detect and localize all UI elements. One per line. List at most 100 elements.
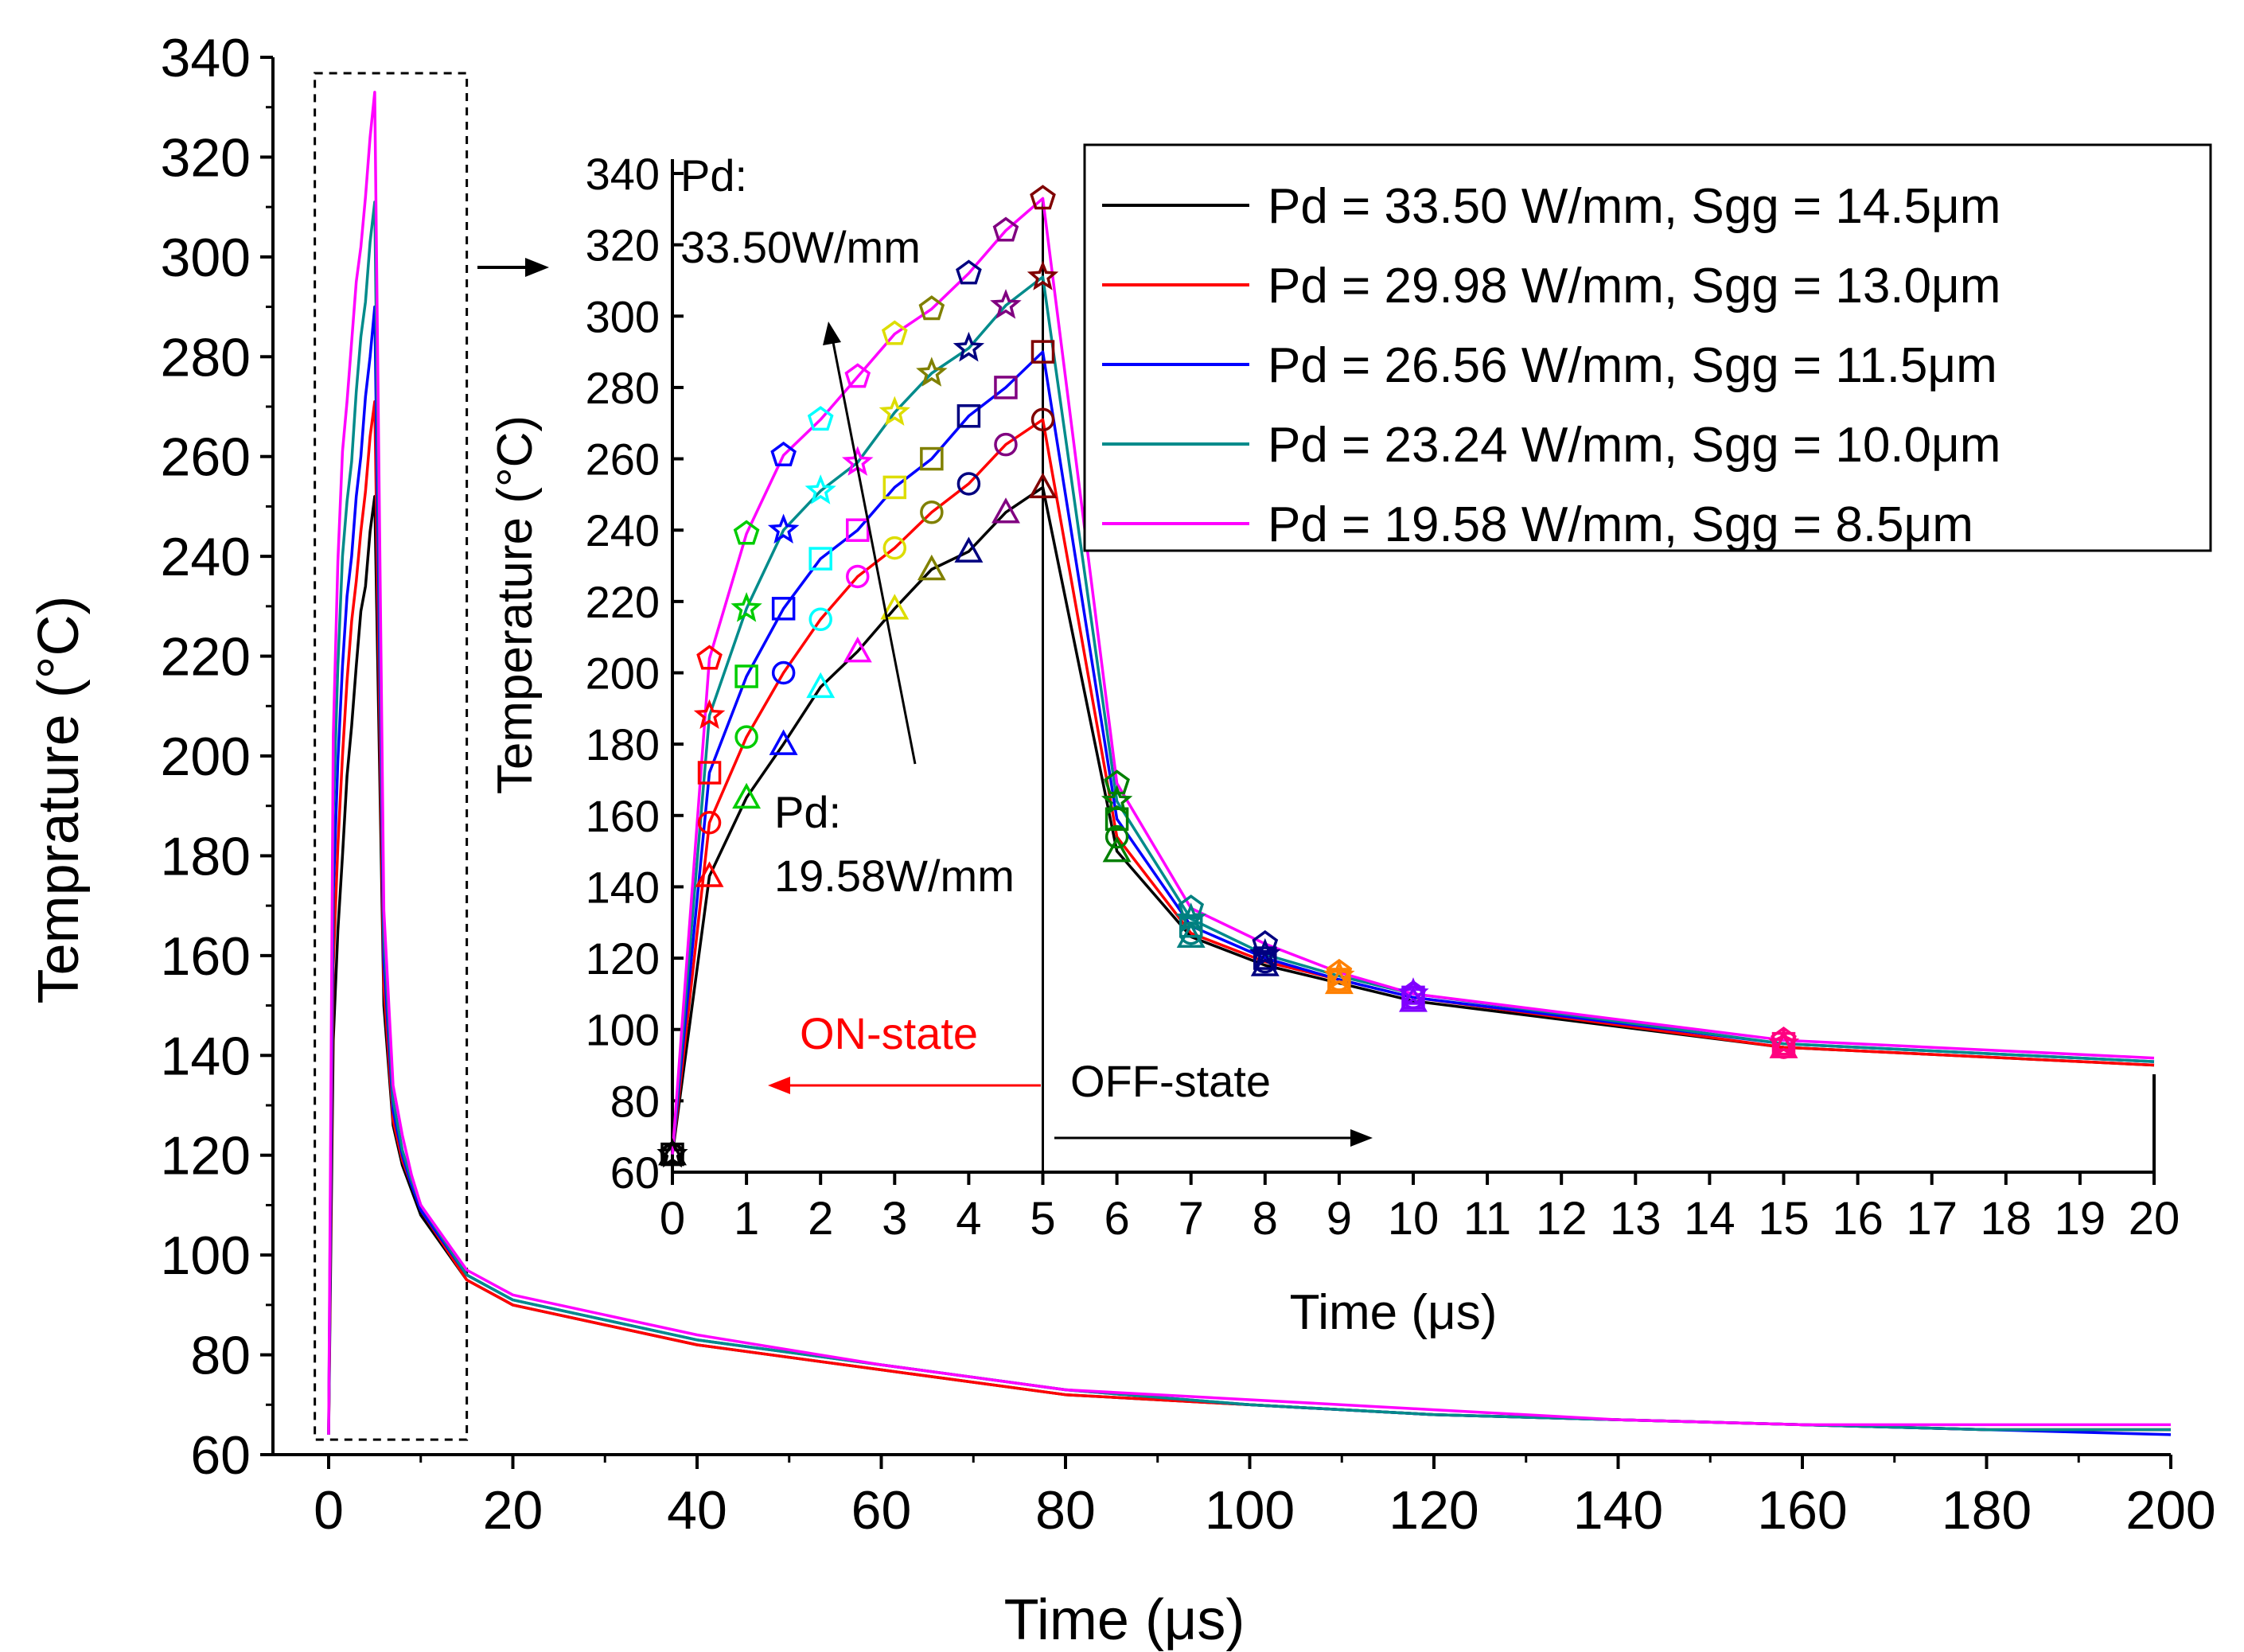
pd-low-label-line2: 19.58W/mm xyxy=(774,851,1015,901)
legend-label-3: Pd = 26.56 W/mm, Sgg = 11.5μm xyxy=(1268,338,1997,393)
main-y-tick-label: 260 xyxy=(161,427,251,488)
inset-series-line-5 xyxy=(671,197,2155,1155)
main-x-tick-label: 20 xyxy=(483,1480,543,1541)
inset-x-tick-label: 7 xyxy=(1178,1193,1204,1245)
inset-marker-circle xyxy=(1104,824,1129,849)
inset-y-tick-label: 200 xyxy=(586,649,660,699)
inset-marker-pentagon xyxy=(992,216,1019,242)
inset-marker-pentagon xyxy=(1771,1027,1797,1052)
inset-marker-star xyxy=(879,395,910,427)
inset-marker-pentagon xyxy=(1030,185,1056,210)
inset-y-tick-label: 280 xyxy=(586,363,660,413)
main-y-tick-label: 300 xyxy=(161,228,251,288)
inset-marker-circle xyxy=(1030,407,1055,432)
zoom-region-box xyxy=(314,72,469,1441)
inset-marker-square xyxy=(994,376,1018,399)
main-y-tick-label: 140 xyxy=(161,1026,251,1086)
inset-y-tick-label: 160 xyxy=(586,791,660,841)
pd-high-label-line2: 33.50W/mm xyxy=(680,222,921,272)
inset-marker-square xyxy=(956,404,981,428)
inset-marker-circle xyxy=(994,432,1018,457)
main-x-tick-label: 0 xyxy=(314,1480,344,1541)
inset-marker-circle xyxy=(920,501,944,524)
inset-y-axis-title: Temperature (°C) xyxy=(488,415,543,794)
main-x-tick-label: 120 xyxy=(1389,1480,1478,1541)
inset-marker-circle xyxy=(956,472,981,496)
inset-x-tick-label: 13 xyxy=(1610,1193,1662,1245)
inset-marker-star xyxy=(953,331,985,362)
legend-label-5: Pd = 19.58 W/mm, Sgg = 8.5μm xyxy=(1268,497,1973,552)
legend-box xyxy=(1083,143,2212,552)
inset-x-tick-label: 8 xyxy=(1253,1193,1278,1245)
inset-x-tick-label: 5 xyxy=(1030,1193,1055,1245)
inset-marker-square xyxy=(882,475,907,500)
inset-y-tick-label: 120 xyxy=(586,933,660,984)
inset-marker-pentagon xyxy=(807,406,834,431)
inset-marker-circle xyxy=(697,811,722,835)
inset-x-tick-label: 12 xyxy=(1536,1193,1588,1245)
inset-marker-star xyxy=(767,513,800,544)
inset-marker-triangle xyxy=(917,554,946,581)
inset-marker-star xyxy=(730,592,762,622)
pd-low-label-line1: Pd: xyxy=(774,787,841,837)
main-y-tick-label: 180 xyxy=(161,826,251,886)
main-x-tick-label: 100 xyxy=(1205,1480,1295,1541)
inset-x-tick-label: 15 xyxy=(1758,1193,1810,1245)
inset-marker-circle xyxy=(734,725,758,749)
inset-marker-pentagon xyxy=(1252,929,1279,956)
inset-marker-square xyxy=(697,761,722,785)
inset-x-tick-label: 1 xyxy=(734,1193,759,1245)
inset-marker-star xyxy=(693,699,726,730)
inset-marker-pentagon xyxy=(733,520,760,545)
inset-y-tick-label: 300 xyxy=(586,291,660,341)
main-y-tick-label: 320 xyxy=(161,127,251,188)
inset-y-tick-label: 260 xyxy=(586,434,660,485)
main-y-tick-label: 200 xyxy=(161,727,251,787)
main-y-tick-label: 100 xyxy=(161,1225,251,1286)
inset-y-tick-label: 340 xyxy=(586,149,660,199)
main-x-axis-title: Time (μs) xyxy=(1004,1588,1245,1652)
inset-marker-pentagon xyxy=(1326,958,1353,984)
inset-x-tick-label: 14 xyxy=(1684,1193,1736,1245)
inset-marker-circle xyxy=(771,660,796,685)
inset-marker-circle xyxy=(846,564,870,589)
inset-marker-square xyxy=(808,547,832,571)
inset-x-tick-label: 4 xyxy=(956,1193,981,1245)
inset-y-tick-label: 60 xyxy=(610,1147,660,1198)
inset-marker-triangle xyxy=(991,497,1020,524)
inset-x-tick-label: 10 xyxy=(1388,1193,1440,1245)
main-y-tick-label: 80 xyxy=(190,1326,251,1386)
inset-marker-pentagon xyxy=(1104,770,1130,795)
inset-marker-circle xyxy=(882,536,907,560)
main-x-tick-label: 80 xyxy=(1035,1480,1096,1541)
inset-marker-square xyxy=(1327,968,1351,992)
inset-marker-triangle xyxy=(1028,472,1058,499)
main-y-tick-label: 160 xyxy=(161,926,251,987)
main-series-line-4 xyxy=(327,201,2171,1435)
inset-x-tick-label: 17 xyxy=(1906,1193,1958,1245)
inset-marker-triangle xyxy=(843,636,872,663)
on-state-arrow-head xyxy=(768,1077,790,1094)
inset-marker-triangle xyxy=(880,594,910,620)
inset-marker-triangle xyxy=(1102,836,1132,863)
main-y-tick-label: 340 xyxy=(161,28,251,88)
main-x-tick-label: 200 xyxy=(2125,1480,2215,1541)
inset-marker-square xyxy=(1253,946,1277,970)
inset-marker-square xyxy=(920,446,944,471)
inset-x-tick-label: 16 xyxy=(1832,1193,1884,1245)
main-y-tick-label: 280 xyxy=(161,327,251,388)
main-x-tick-label: 180 xyxy=(1942,1480,2032,1541)
inset-marker-square xyxy=(771,597,796,621)
main-x-tick-label: 40 xyxy=(667,1480,727,1541)
inset-marker-triangle xyxy=(769,729,798,755)
inset-marker-pentagon xyxy=(659,1140,686,1166)
inset-marker-square xyxy=(734,664,758,688)
pd-high-label-line1: Pd: xyxy=(680,150,747,201)
inset-y-tick-label: 140 xyxy=(586,862,660,912)
off-state-label: OFF-state xyxy=(1070,1056,1271,1106)
inset-x-tick-label: 0 xyxy=(660,1193,685,1245)
inset-marker-pentagon xyxy=(956,259,982,285)
inset-x-tick-label: 20 xyxy=(2129,1193,2180,1245)
inset-y-tick-label: 100 xyxy=(586,1005,660,1055)
inset-series-line-4 xyxy=(671,275,2155,1155)
